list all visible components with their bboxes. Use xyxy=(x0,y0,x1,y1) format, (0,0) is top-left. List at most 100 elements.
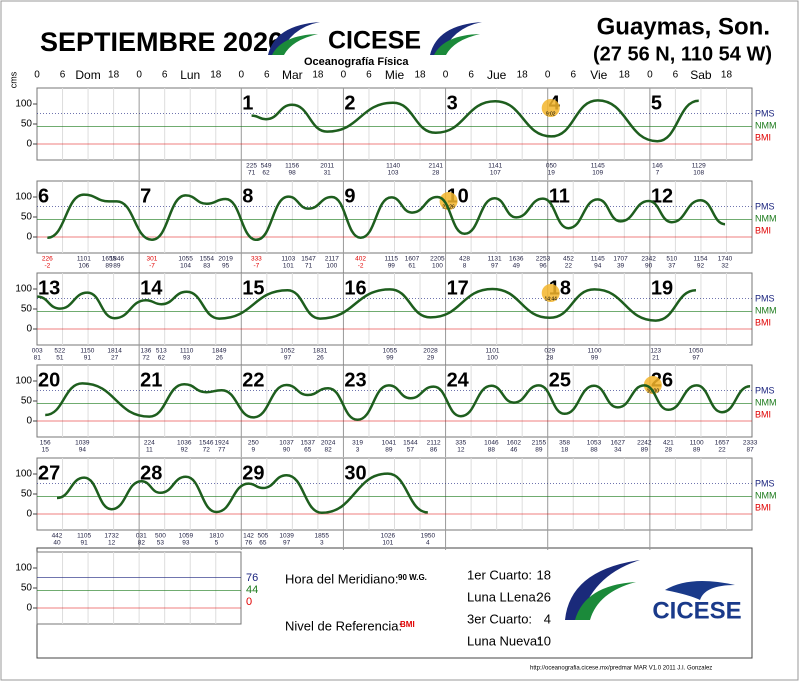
extreme-height: 91 xyxy=(81,540,89,547)
extreme-time: 156 xyxy=(40,440,51,447)
extreme-time: 2141 xyxy=(428,163,443,170)
extreme-height: 108 xyxy=(693,170,704,177)
extreme-time: 2242 xyxy=(637,440,652,447)
y-tick-label: 50 xyxy=(21,583,33,594)
hour-tick-label: 0 xyxy=(34,70,40,81)
tide-curve xyxy=(251,99,699,143)
hour-tick-label: 6 xyxy=(60,70,66,81)
extreme-height: 88 xyxy=(590,447,598,454)
extreme-height: 101 xyxy=(283,263,294,270)
day-number: 25 xyxy=(549,369,571,391)
extreme-height: 19 xyxy=(548,170,556,177)
extreme-height: 103 xyxy=(388,170,399,177)
moon-icon xyxy=(541,99,560,117)
hour-tick-label: 6 xyxy=(570,70,576,81)
extreme-time: 1059 xyxy=(179,533,194,540)
extreme-height: 81 xyxy=(34,355,42,362)
moon-time: 14:44 xyxy=(544,296,557,302)
extreme-time: 1145 xyxy=(591,163,605,170)
day-number: 17 xyxy=(447,277,469,299)
extreme-time: 1055 xyxy=(178,256,193,263)
extreme-time: 1950 xyxy=(421,533,436,540)
moon-icon xyxy=(643,376,662,394)
extreme-time: 250 xyxy=(248,440,259,447)
weekday-label: Mie xyxy=(385,68,405,82)
extreme-time: 1855 xyxy=(315,533,330,540)
extreme-time: 1100 xyxy=(588,348,602,355)
extreme-height: 93 xyxy=(183,355,191,362)
weekday-label: Vie xyxy=(590,68,607,82)
extreme-time: 1602 xyxy=(507,440,522,447)
extreme-height: -7 xyxy=(254,263,260,270)
extreme-time: 2117 xyxy=(325,256,339,263)
extreme-time: 2028 xyxy=(423,348,438,355)
extreme-time: 1100 xyxy=(690,440,704,447)
extreme-time: 224 xyxy=(144,440,155,447)
extreme-height: 90 xyxy=(283,447,291,454)
extreme-height: 29 xyxy=(427,355,435,362)
day-number: 1 xyxy=(242,92,253,114)
extreme-height: 4 xyxy=(426,540,430,547)
hour-tick-label: 0 xyxy=(647,70,653,81)
y-axis-label: cms xyxy=(8,71,18,88)
y-tick-label: 0 xyxy=(26,509,32,520)
extreme-height: 28 xyxy=(546,355,554,362)
y-tick-label: 100 xyxy=(15,469,32,480)
extreme-height: 51 xyxy=(56,355,64,362)
extreme-time: 1740 xyxy=(718,256,733,263)
extreme-time: 513 xyxy=(156,348,167,355)
hour-tick-label: 0 xyxy=(443,70,449,81)
extreme-height: 28 xyxy=(432,170,440,177)
extreme-time: 1141 xyxy=(488,163,502,170)
day-number: 23 xyxy=(344,369,366,391)
extreme-time: 1129 xyxy=(692,163,706,170)
hour-tick-label: 18 xyxy=(108,70,120,81)
weekday-label: Sab xyxy=(690,68,712,82)
y-tick-label: 100 xyxy=(15,192,32,203)
extreme-time: 031 xyxy=(136,533,147,540)
place: Guaymas, Son. xyxy=(597,13,770,40)
phase-day: 26 xyxy=(537,589,551,604)
extreme-height: 37 xyxy=(668,263,676,270)
extreme-time: 1039 xyxy=(279,533,294,540)
extreme-height: 89 xyxy=(535,447,543,454)
moon-icon xyxy=(439,192,458,210)
day-number: 27 xyxy=(38,462,60,484)
day-number: 12 xyxy=(651,185,673,207)
extreme-time: 1115 xyxy=(385,256,399,263)
extreme-time: 1145 xyxy=(591,256,605,263)
extreme-time: 1657 xyxy=(715,440,730,447)
extreme-time: 1156 xyxy=(285,163,299,170)
extreme-time: 1036 xyxy=(177,440,192,447)
reference-name: NMM xyxy=(755,397,777,407)
extreme-height: 94 xyxy=(79,447,87,454)
extreme-height: 71 xyxy=(305,263,313,270)
tide-curve xyxy=(37,287,697,322)
extreme-time: 1924 xyxy=(214,440,229,447)
ref-value: BMI xyxy=(400,620,415,629)
logo-big xyxy=(565,560,735,620)
extreme-height: 100 xyxy=(432,263,443,270)
extreme-time: 1131 xyxy=(488,256,502,263)
extreme-height: 71 xyxy=(248,170,256,177)
extreme-height: 39 xyxy=(617,263,625,270)
extreme-height: 27 xyxy=(111,355,119,362)
extreme-height: 92 xyxy=(697,263,705,270)
extreme-height: 92 xyxy=(181,447,189,454)
coords: (27 56 N, 110 54 W) xyxy=(593,43,772,65)
extreme-time: 319 xyxy=(352,440,363,447)
extreme-time: 2205 xyxy=(430,256,445,263)
logo-swoosh xyxy=(268,22,482,55)
day-number: 28 xyxy=(140,462,162,484)
extreme-time: 505 xyxy=(257,533,268,540)
extreme-height: 11 xyxy=(146,447,153,454)
extreme-time: 1101 xyxy=(77,256,91,263)
extreme-time: 226 xyxy=(42,256,53,263)
reference-name: PMS xyxy=(755,201,775,211)
hour-tick-label: 6 xyxy=(264,70,270,81)
extreme-time: 1041 xyxy=(382,440,397,447)
extreme-time: 500 xyxy=(155,533,166,540)
reference-name: PMS xyxy=(755,108,775,118)
y-tick-label: 100 xyxy=(15,376,32,387)
